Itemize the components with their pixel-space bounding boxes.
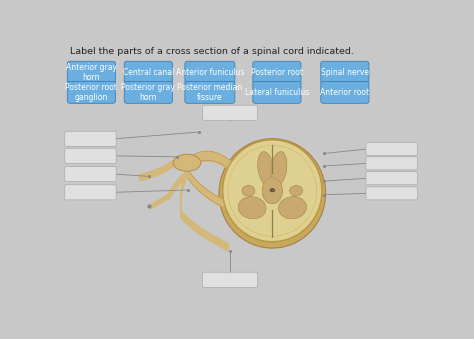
Circle shape bbox=[270, 189, 274, 192]
Ellipse shape bbox=[223, 140, 322, 242]
Text: Lateral funiculus: Lateral funiculus bbox=[245, 88, 309, 97]
FancyBboxPatch shape bbox=[185, 61, 235, 83]
FancyBboxPatch shape bbox=[65, 148, 116, 163]
Ellipse shape bbox=[258, 152, 273, 185]
FancyBboxPatch shape bbox=[185, 81, 235, 103]
Ellipse shape bbox=[271, 152, 287, 185]
FancyBboxPatch shape bbox=[321, 81, 369, 103]
Text: Label the parts of a cross section of a spinal cord indicated.: Label the parts of a cross section of a … bbox=[70, 47, 354, 56]
Circle shape bbox=[270, 189, 274, 192]
Ellipse shape bbox=[262, 178, 283, 204]
Text: Central canal: Central canal bbox=[123, 68, 174, 77]
FancyBboxPatch shape bbox=[366, 172, 418, 185]
Ellipse shape bbox=[228, 145, 317, 236]
Ellipse shape bbox=[290, 185, 302, 196]
Ellipse shape bbox=[290, 185, 302, 196]
FancyBboxPatch shape bbox=[202, 105, 258, 120]
FancyBboxPatch shape bbox=[124, 81, 173, 103]
FancyBboxPatch shape bbox=[366, 142, 418, 156]
FancyBboxPatch shape bbox=[202, 272, 258, 287]
Ellipse shape bbox=[228, 145, 317, 236]
FancyBboxPatch shape bbox=[253, 81, 301, 103]
Ellipse shape bbox=[271, 152, 287, 185]
FancyBboxPatch shape bbox=[321, 61, 369, 83]
FancyBboxPatch shape bbox=[65, 131, 116, 146]
Ellipse shape bbox=[262, 178, 283, 204]
Text: Anterior gray
horn: Anterior gray horn bbox=[66, 63, 117, 82]
FancyBboxPatch shape bbox=[65, 166, 116, 182]
FancyBboxPatch shape bbox=[124, 61, 173, 83]
Ellipse shape bbox=[242, 185, 255, 196]
Ellipse shape bbox=[238, 197, 266, 219]
Ellipse shape bbox=[173, 154, 201, 171]
Ellipse shape bbox=[279, 197, 306, 219]
Text: Posterior root
ganglion: Posterior root ganglion bbox=[65, 83, 118, 102]
Text: Posterior gray
horn: Posterior gray horn bbox=[121, 83, 175, 102]
FancyBboxPatch shape bbox=[67, 61, 116, 83]
Ellipse shape bbox=[223, 140, 322, 242]
Text: Anterior funiculus: Anterior funiculus bbox=[175, 68, 244, 77]
Text: Anterior root: Anterior root bbox=[320, 88, 369, 97]
Ellipse shape bbox=[219, 139, 326, 248]
Text: Posterior root: Posterior root bbox=[251, 68, 303, 77]
Text: Spinal nerve: Spinal nerve bbox=[321, 68, 369, 77]
Ellipse shape bbox=[238, 197, 266, 219]
FancyBboxPatch shape bbox=[65, 185, 116, 200]
FancyBboxPatch shape bbox=[67, 81, 116, 103]
FancyBboxPatch shape bbox=[366, 157, 418, 170]
Ellipse shape bbox=[258, 152, 273, 185]
Ellipse shape bbox=[242, 185, 255, 196]
Ellipse shape bbox=[279, 197, 306, 219]
Text: Posterior median
fissure: Posterior median fissure bbox=[177, 83, 243, 102]
FancyBboxPatch shape bbox=[253, 61, 301, 83]
FancyBboxPatch shape bbox=[366, 187, 418, 200]
